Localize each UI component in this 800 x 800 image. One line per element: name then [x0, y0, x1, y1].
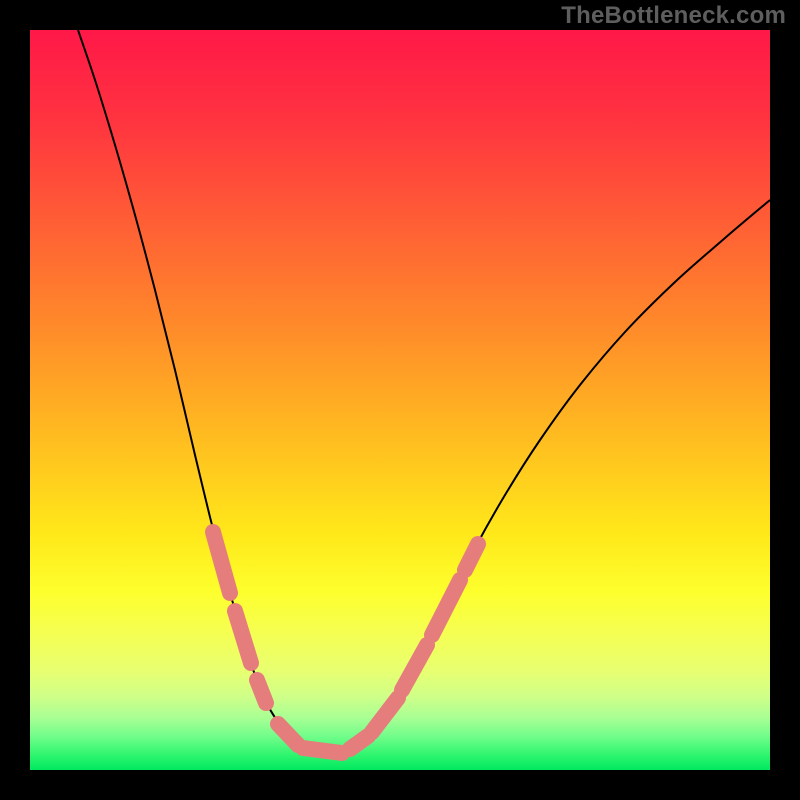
- highlight-segment: [350, 736, 368, 749]
- chart-svg: [0, 0, 800, 800]
- watermark-text: TheBottleneck.com: [561, 2, 786, 30]
- highlight-segment: [257, 680, 266, 703]
- plot-background: [30, 30, 770, 770]
- highlight-segment: [303, 748, 342, 753]
- chart-container: { "watermark": "TheBottleneck.com", "can…: [0, 0, 800, 800]
